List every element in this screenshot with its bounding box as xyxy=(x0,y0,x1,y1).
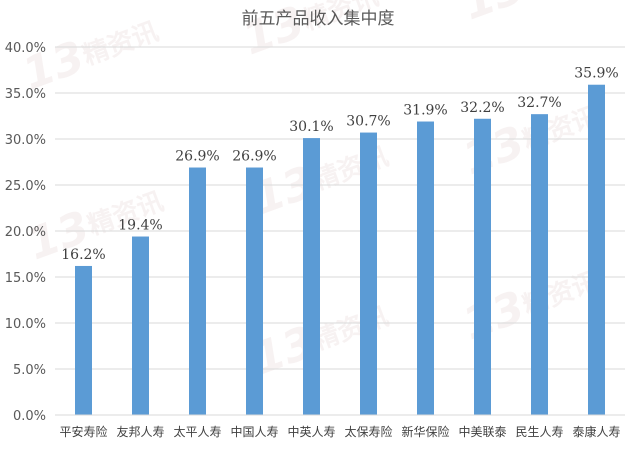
x-tick-label-4: 中英人寿 xyxy=(287,424,335,439)
bar-8 xyxy=(531,114,548,415)
x-axis-ticks: 平安寿险 友邦人寿 太平人寿 中国人寿 中英人寿 太保寿险 新华保险 中美联泰 民生人寿 泰康人寿 xyxy=(59,424,620,439)
x-tick-label-8: 民生人寿 xyxy=(515,425,563,439)
data-label-4: 30.1% xyxy=(289,119,333,135)
bar-2 xyxy=(189,167,206,415)
y-tick-label: 5.0% xyxy=(13,363,46,378)
bars xyxy=(75,84,605,416)
bar-9 xyxy=(588,84,605,415)
data-label-0: 16.2% xyxy=(61,247,105,263)
x-tick-label-9: 泰康人寿 xyxy=(572,424,620,439)
watermark-text: 精资讯 xyxy=(79,17,163,72)
x-tick-label-1: 友邦人寿 xyxy=(116,425,164,439)
watermark-number: 13 xyxy=(456,0,531,30)
x-tick-label-2: 太平人寿 xyxy=(173,424,221,439)
data-label-2: 26.9% xyxy=(175,149,219,165)
chart-title: 前五产品收入集中度 xyxy=(242,9,395,29)
bar-6 xyxy=(417,121,434,416)
x-tick-label-6: 新华保险 xyxy=(401,424,449,439)
data-label-7: 32.2% xyxy=(460,100,504,116)
data-labels: 16.2% 19.4% 26.9% 26.9% 30.1% 30.7% 31.9% 32.2%… xyxy=(61,66,618,263)
x-tick-label-0: 平安寿险 xyxy=(59,424,107,439)
bar-4 xyxy=(303,138,320,415)
data-label-6: 31.9% xyxy=(403,103,447,119)
watermark-number: 13 xyxy=(456,281,531,350)
y-tick-label: 40.0% xyxy=(5,41,46,56)
bar-1 xyxy=(132,236,149,415)
watermark-text: 精资讯 xyxy=(309,302,393,357)
watermark-number: 13 xyxy=(456,116,531,185)
y-tick-label: 10.0% xyxy=(5,317,46,332)
y-tick-label: 35.0% xyxy=(5,87,46,102)
bar-0 xyxy=(75,265,92,415)
x-tick-label-7: 中美联泰 xyxy=(458,424,506,439)
y-tick-label: 15.0% xyxy=(5,271,46,286)
watermark-text: 精资讯 xyxy=(519,0,603,2)
bar-7 xyxy=(474,118,491,415)
data-label-3: 26.9% xyxy=(232,149,276,165)
x-tick-label-5: 太保寿险 xyxy=(344,424,392,439)
y-tick-label: 0.0% xyxy=(13,409,46,424)
watermark-text: 精资讯 xyxy=(309,142,393,197)
data-label-1: 19.4% xyxy=(118,218,162,234)
y-axis-ticks: 0.0% 5.0% 10.0% 15.0% 20.0% 25.0% 30.0% 35.0% 40… xyxy=(5,41,46,424)
y-tick-label: 30.0% xyxy=(5,133,46,148)
data-label-8: 32.7% xyxy=(517,95,561,111)
y-tick-label: 25.0% xyxy=(5,179,46,194)
bar-3 xyxy=(246,167,263,415)
data-label-9: 35.9% xyxy=(574,66,618,82)
y-tick-label: 20.0% xyxy=(5,225,46,240)
bar-5 xyxy=(360,132,377,415)
x-tick-label-3: 中国人寿 xyxy=(230,424,278,439)
data-label-5: 30.7% xyxy=(346,114,390,130)
gridlines xyxy=(55,46,625,370)
